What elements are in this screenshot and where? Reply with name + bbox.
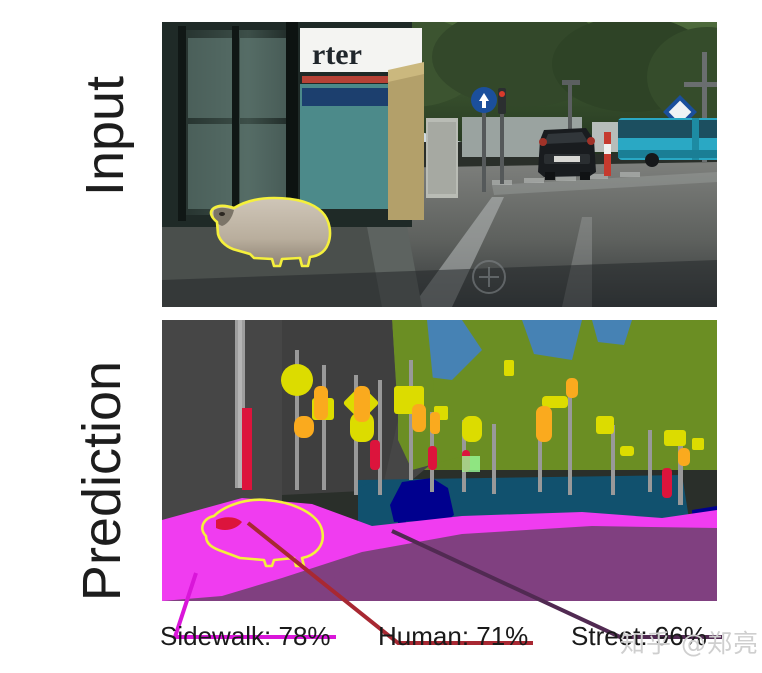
input-bus [618, 118, 717, 167]
callout-label-human: Human: 71% [378, 621, 529, 651]
input-photo-svg: rter [162, 22, 717, 307]
segmentation-svg [162, 320, 717, 601]
row-label-input: Input [75, 75, 135, 197]
input-image-panel: rter [162, 22, 717, 307]
watermark: 知乎 @郑亮 [620, 629, 759, 658]
prediction-image-panel [162, 320, 717, 601]
row-label-prediction: Prediction [72, 360, 132, 602]
callout-label-street: Street: 96% [571, 621, 707, 651]
input-sheep [209, 196, 332, 268]
callout-label-sidewalk: Sidewalk: 78% [160, 621, 331, 651]
input-car [538, 128, 596, 180]
svg-text:rter: rter [312, 38, 362, 71]
